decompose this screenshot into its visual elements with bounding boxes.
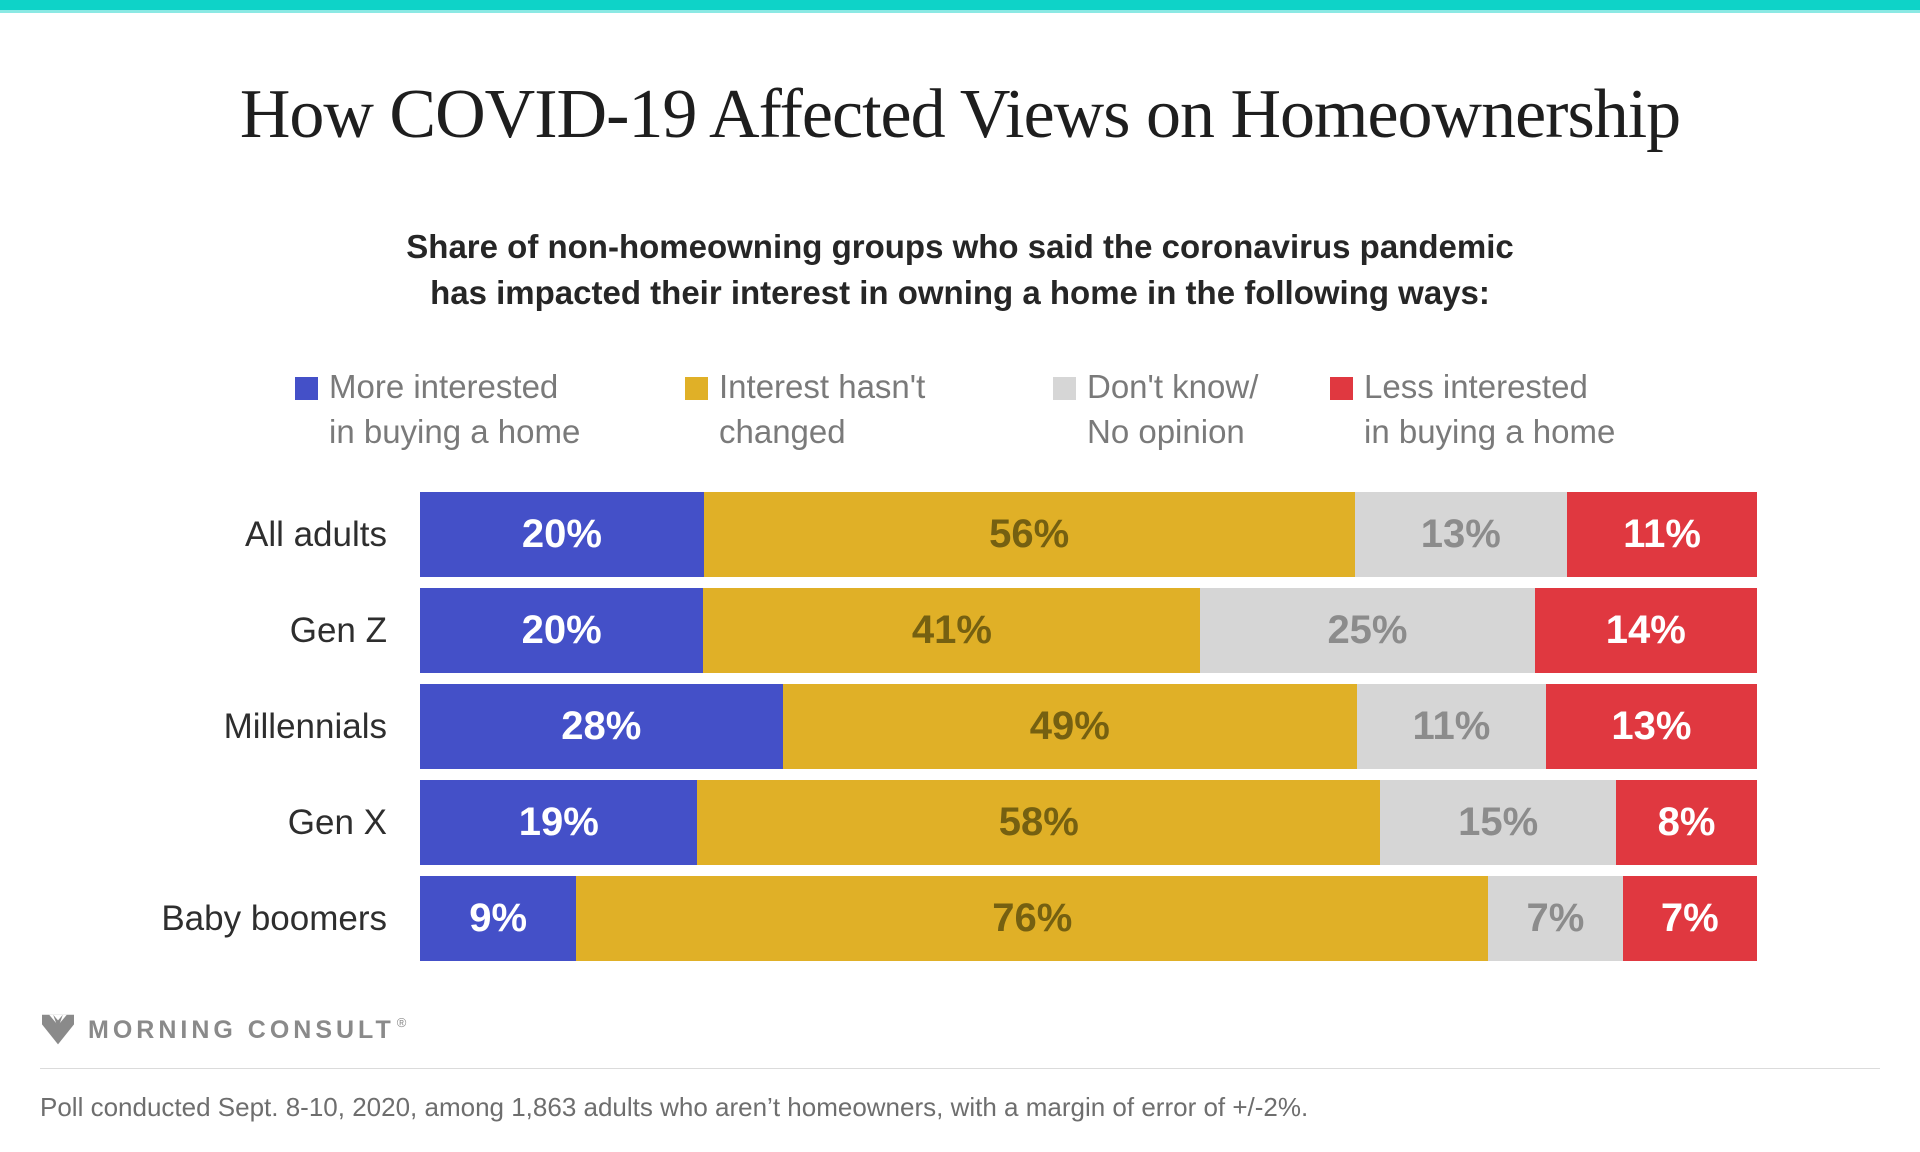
segment-value: 28% [561, 704, 642, 748]
legend-swatch-icon [1330, 377, 1353, 400]
bar-segment: 20% [420, 588, 704, 673]
poll-methodology-note: Poll conducted Sept. 8-10, 2020, among 1… [40, 1092, 1309, 1122]
segment-value: 7% [1660, 896, 1719, 940]
category-label: Gen X [287, 803, 387, 842]
segment-value: 7% [1526, 896, 1585, 940]
bar-segment: 76% [576, 876, 1489, 961]
bar-segment: 14% [1534, 588, 1757, 673]
segment-value: 13% [1611, 704, 1692, 748]
bar-segment: 25% [1200, 588, 1535, 673]
chart-row: Baby boomers 9% 76% 7% 7% [0, 876, 1757, 961]
legend-label: Don't know/No opinion [1087, 368, 1259, 450]
logo-wordmark: MORNING CONSULT [88, 1015, 395, 1044]
category-label: Gen Z [289, 611, 387, 650]
bar: 9% 76% 7% 7% [420, 876, 1757, 961]
segment-value: 9% [469, 896, 528, 940]
legend-label: Interest hasn't changed [719, 368, 926, 450]
legend-label: More interested in buying a home [329, 368, 581, 450]
legend-item: Don't know/No opinion [1053, 364, 1258, 454]
bar-segment: 7% [1622, 876, 1757, 961]
segment-value: 25% [1327, 608, 1408, 652]
legend-item: Interest hasn't changed [685, 364, 925, 454]
category-label: All adults [244, 515, 387, 554]
chart-row: Gen Z 20% 41% 25% 14% [0, 588, 1757, 673]
bar-segment: 41% [703, 588, 1201, 673]
chart-row: Gen X 19% 58% 15% 8% [0, 780, 1757, 865]
accent-bar [0, 0, 1920, 10]
bar-segment: 11% [1356, 684, 1546, 769]
legend-item: Less interested in buying a home [1330, 364, 1615, 454]
segment-value: 13% [1420, 512, 1501, 556]
chart-row: Millennials 28% 49% 11% 13% [0, 684, 1757, 769]
segment-value: 19% [518, 800, 599, 844]
segment-value: 56% [989, 512, 1070, 556]
bar-segment: 13% [1354, 492, 1568, 577]
stacked-bar-chart: All adults 20% 56% 13% 11% Gen Z 20% 41% 25% 14% M… [0, 492, 1757, 972]
footer-divider [40, 1068, 1880, 1069]
segment-value: 11% [1623, 512, 1701, 556]
segment-value: 11% [1412, 704, 1491, 748]
subtitle-line2: has impacted their interest in owning a … [430, 274, 1490, 311]
chart-row: All adults 20% 56% 13% 11% [0, 492, 1757, 577]
registered-mark: ® [396, 1014, 407, 1030]
segment-value: 58% [998, 800, 1079, 844]
bar-segment: 19% [420, 780, 698, 865]
bar-segment: 28% [420, 684, 783, 769]
category-label: Baby boomers [161, 899, 387, 938]
chart-subtitle: Share of non-homeowning groups who said … [0, 224, 1920, 316]
segment-value: 14% [1605, 608, 1686, 652]
page-title: How COVID-19 Affected Views on Homeowner… [239, 76, 1681, 153]
segment-value: 15% [1458, 800, 1539, 844]
accent-bar-light [0, 10, 1920, 13]
segment-value: 76% [992, 896, 1073, 940]
segment-value: 41% [911, 608, 992, 652]
subtitle-line1: Share of non-homeowning groups who said … [406, 228, 1514, 265]
bar-segment: 56% [703, 492, 1355, 577]
category-label: Millennials [223, 707, 387, 746]
bar-segment: 20% [420, 492, 704, 577]
morning-consult-logo: MORNING CONSULT ® [42, 1014, 407, 1046]
segment-value: 8% [1657, 800, 1716, 844]
segment-value: 49% [1029, 704, 1110, 748]
legend-swatch-icon [1053, 377, 1076, 400]
bar-segment: 11% [1567, 492, 1757, 577]
bar: 20% 56% 13% 11% [420, 492, 1757, 577]
legend-swatch-icon [295, 377, 318, 400]
segment-value: 20% [521, 512, 602, 556]
legend-swatch-icon [685, 377, 708, 400]
logo-m-icon [42, 1014, 74, 1045]
legend: More interested in buying a home Interest … [0, 364, 1920, 464]
bar: 28% 49% 11% 13% [420, 684, 1757, 769]
bar-segment: 7% [1488, 876, 1623, 961]
bar-segment: 8% [1616, 780, 1757, 865]
bar: 20% 41% 25% 14% [420, 588, 1757, 673]
bar-segment: 49% [782, 684, 1357, 769]
bar: 19% 58% 15% 8% [420, 780, 1757, 865]
segment-value: 20% [521, 608, 602, 652]
bar-segment: 58% [697, 780, 1381, 865]
legend-label: Less interested in buying a home [1364, 368, 1616, 450]
legend-item: More interested in buying a home [295, 364, 580, 454]
bar-segment: 9% [420, 876, 577, 961]
bar-segment: 13% [1545, 684, 1757, 769]
bar-segment: 15% [1380, 780, 1617, 865]
